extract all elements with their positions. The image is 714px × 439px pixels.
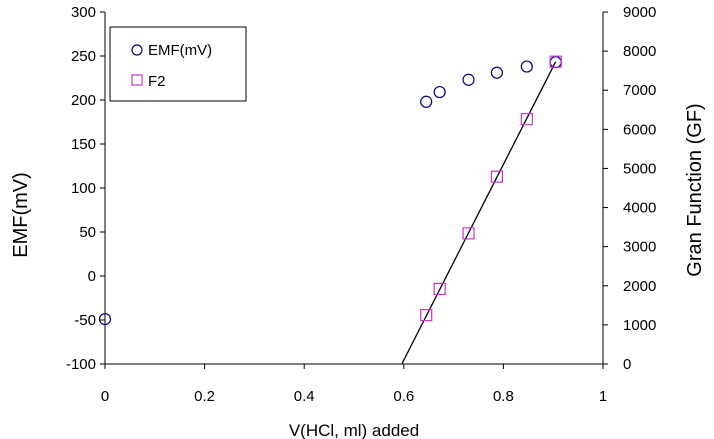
f2-point	[549, 55, 562, 68]
y-tick-label: -50	[74, 312, 96, 329]
y2-tick-label: 4000	[623, 200, 656, 217]
y2-tick-label: 2000	[623, 278, 656, 295]
legend-box	[109, 26, 247, 102]
legend-square-marker	[131, 74, 143, 86]
legend-label-f2: F2	[148, 73, 166, 90]
x-tick-label: 0	[101, 388, 109, 405]
f2-point	[490, 170, 504, 183]
y-tick-label: 200	[71, 92, 96, 109]
y-tick-label: 50	[79, 224, 96, 241]
f2-point	[520, 113, 533, 126]
y2-tick-label: 5000	[623, 160, 656, 177]
emf-point	[420, 95, 433, 108]
y2-tick-label: 7000	[623, 82, 656, 99]
y-tick-label: 0	[88, 268, 96, 285]
x-tick-label: 1	[599, 388, 607, 405]
x-tick-label: 0.8	[493, 388, 514, 405]
y2-tick-label: 9000	[623, 4, 656, 21]
emf-point	[462, 73, 475, 86]
gran-trendline	[401, 61, 557, 365]
y2-tick-label: 3000	[623, 239, 656, 256]
y2-tick-label: 8000	[623, 43, 656, 60]
x-tick-label: 0.2	[194, 388, 215, 405]
emf-point	[520, 60, 533, 73]
legend: EMF(mV) F2	[109, 26, 247, 102]
y2-axis-title: Gran Function (GF)	[684, 103, 706, 276]
y-tick-label: 150	[71, 136, 96, 153]
legend-label-emf: EMF(mV)	[148, 42, 212, 59]
x-axis-title: V(HCl, ml) added	[289, 421, 419, 439]
x-tick-label: 0.6	[393, 388, 414, 405]
ticks-layer: -100-50050100150200250300010002000300040…	[66, 4, 656, 405]
y-axis-title: EMF(mV)	[10, 172, 32, 258]
legend-circle-marker	[131, 44, 143, 56]
y-tick-label: 300	[71, 4, 96, 21]
f2-point	[433, 282, 446, 296]
y2-tick-label: 0	[623, 356, 631, 373]
f2-point	[420, 309, 433, 322]
emf-point	[490, 66, 504, 79]
y-tick-label: -100	[66, 356, 96, 373]
emf-point	[433, 85, 446, 99]
x-tick-label: 0.4	[294, 388, 315, 405]
y2-tick-label: 1000	[623, 317, 656, 334]
y2-tick-label: 6000	[623, 121, 656, 138]
y-tick-label: 100	[71, 180, 96, 197]
y-tick-label: 250	[71, 48, 96, 65]
f2-point	[462, 227, 475, 240]
